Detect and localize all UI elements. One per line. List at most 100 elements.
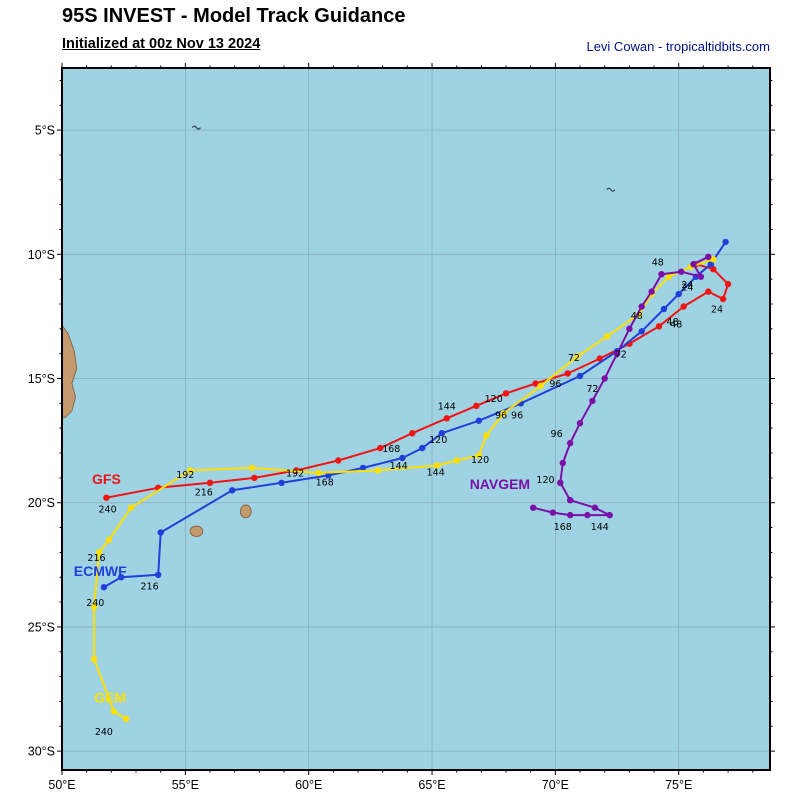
- gem-point: [574, 353, 581, 360]
- gem-point: [90, 656, 98, 663]
- gem-point: [127, 504, 135, 511]
- gfs-point: [596, 355, 603, 362]
- ecmwf-series-label: ECMWF: [74, 563, 127, 579]
- gfs-point: [564, 370, 571, 377]
- navgem-point: [576, 420, 584, 427]
- gfs-hour-label: 48: [670, 320, 682, 331]
- navgem-point: [589, 397, 596, 405]
- gem-point: [110, 708, 118, 715]
- x-tick-label: 60°E: [295, 778, 322, 792]
- gfs-point: [206, 479, 214, 486]
- ecmwf-point: [229, 487, 236, 494]
- gem-hour-label: 192: [176, 470, 194, 481]
- gfs-track: [103, 261, 732, 501]
- gem-hour-label: 240: [95, 727, 113, 738]
- navgem-point: [690, 261, 697, 268]
- x-tick-label: 65°E: [418, 778, 445, 792]
- navgem-hour-label: 96: [551, 429, 563, 440]
- gfs-point: [377, 444, 384, 452]
- credit-label: Levi Cowan - tropicaltidbits.com: [586, 39, 770, 54]
- x-tick-label: 75°E: [665, 778, 692, 792]
- ecmwf-point: [419, 444, 426, 452]
- gfs-hour-label: 216: [195, 487, 213, 498]
- navgem-point: [549, 509, 557, 516]
- gem-point: [122, 715, 130, 722]
- gfs-point: [251, 474, 258, 482]
- gem-point: [315, 469, 322, 477]
- navgem-hour-label: 48: [652, 258, 664, 269]
- gfs-point: [473, 402, 480, 409]
- ecmwf-hour-label: 24: [681, 282, 693, 293]
- ecmwf-hour-label: 48: [667, 317, 679, 328]
- gem-point: [95, 549, 103, 556]
- gfs-hour-label: 96: [549, 379, 561, 390]
- navgem-point: [557, 479, 564, 486]
- gfs-point: [719, 295, 727, 303]
- gem-point: [187, 467, 194, 474]
- ecmwf-point: [155, 571, 162, 578]
- gfs-point: [655, 323, 663, 330]
- ocean-background: [62, 68, 770, 770]
- navgem-point: [705, 253, 712, 260]
- reunion: [189, 525, 204, 537]
- ecmwf-point: [100, 584, 108, 591]
- ecmwf-point: [157, 529, 164, 536]
- gfs-point: [103, 494, 110, 501]
- navgem-point: [648, 288, 655, 295]
- gfs-hour-label: 168: [382, 444, 400, 455]
- ecmwf-hour-label: 144: [390, 461, 408, 472]
- map-border: [61, 67, 771, 771]
- ecmwf-point: [438, 430, 446, 437]
- ecmwf-point: [475, 417, 483, 424]
- ecmwf-point: [278, 479, 285, 486]
- ecmwf-hour-label: 240: [86, 598, 104, 609]
- gfs-point: [680, 303, 687, 310]
- y-tick-label: 20°S: [28, 496, 55, 510]
- gem-point: [248, 464, 256, 472]
- gem-point: [537, 382, 544, 390]
- ecmwf-point: [707, 261, 714, 268]
- gfs-point: [443, 415, 450, 422]
- navgem-track: [530, 253, 712, 519]
- gem-hour-label: 72: [568, 353, 580, 364]
- gem-point: [453, 457, 460, 464]
- ecmwf-point: [399, 454, 406, 462]
- navgem-point: [559, 459, 566, 467]
- diego-garcia: [606, 187, 616, 192]
- ecmwf-hour-label: 216: [141, 582, 159, 593]
- y-tick-label: 10°S: [28, 248, 55, 262]
- ecmwf-point: [576, 372, 584, 380]
- ecmwf-hour-label: 120: [429, 435, 447, 446]
- gfs-hour-label: 240: [99, 505, 117, 516]
- gfs-point: [335, 457, 342, 464]
- y-tick-label: 30°S: [28, 745, 55, 759]
- navgem-point: [613, 350, 621, 357]
- navgem-point: [697, 273, 705, 280]
- gem-track: [90, 256, 717, 722]
- gfs-hour-label: 144: [438, 402, 456, 413]
- gem-hour-label: 216: [87, 553, 105, 564]
- y-tick-label: 5°S: [35, 124, 55, 138]
- gem-point: [710, 256, 717, 263]
- seychelles: [191, 125, 201, 130]
- navgem-point: [567, 511, 574, 519]
- gem-point: [500, 410, 507, 417]
- mauritius: [239, 504, 252, 519]
- y-tick-label: 15°S: [28, 372, 55, 386]
- init-time-label: Initialized at 00z Nov 13 2024: [62, 36, 261, 52]
- gem-hour-label: 48: [631, 311, 643, 322]
- ecmwf-hour-label: 168: [316, 477, 334, 488]
- navgem-point: [591, 504, 599, 511]
- gfs-series-label: GFS: [92, 471, 121, 487]
- navgem-point: [658, 271, 665, 278]
- gem-point: [665, 273, 673, 280]
- ecmwf-point: [325, 472, 332, 479]
- gem-hour-label: 120: [471, 455, 489, 466]
- navgem-hour-label: 72: [586, 384, 598, 395]
- navgem-point: [584, 511, 591, 519]
- gfs-point: [705, 288, 712, 295]
- gfs-hour-label: 120: [485, 394, 503, 405]
- ecmwf-point: [118, 574, 125, 581]
- land-features: [62, 125, 616, 537]
